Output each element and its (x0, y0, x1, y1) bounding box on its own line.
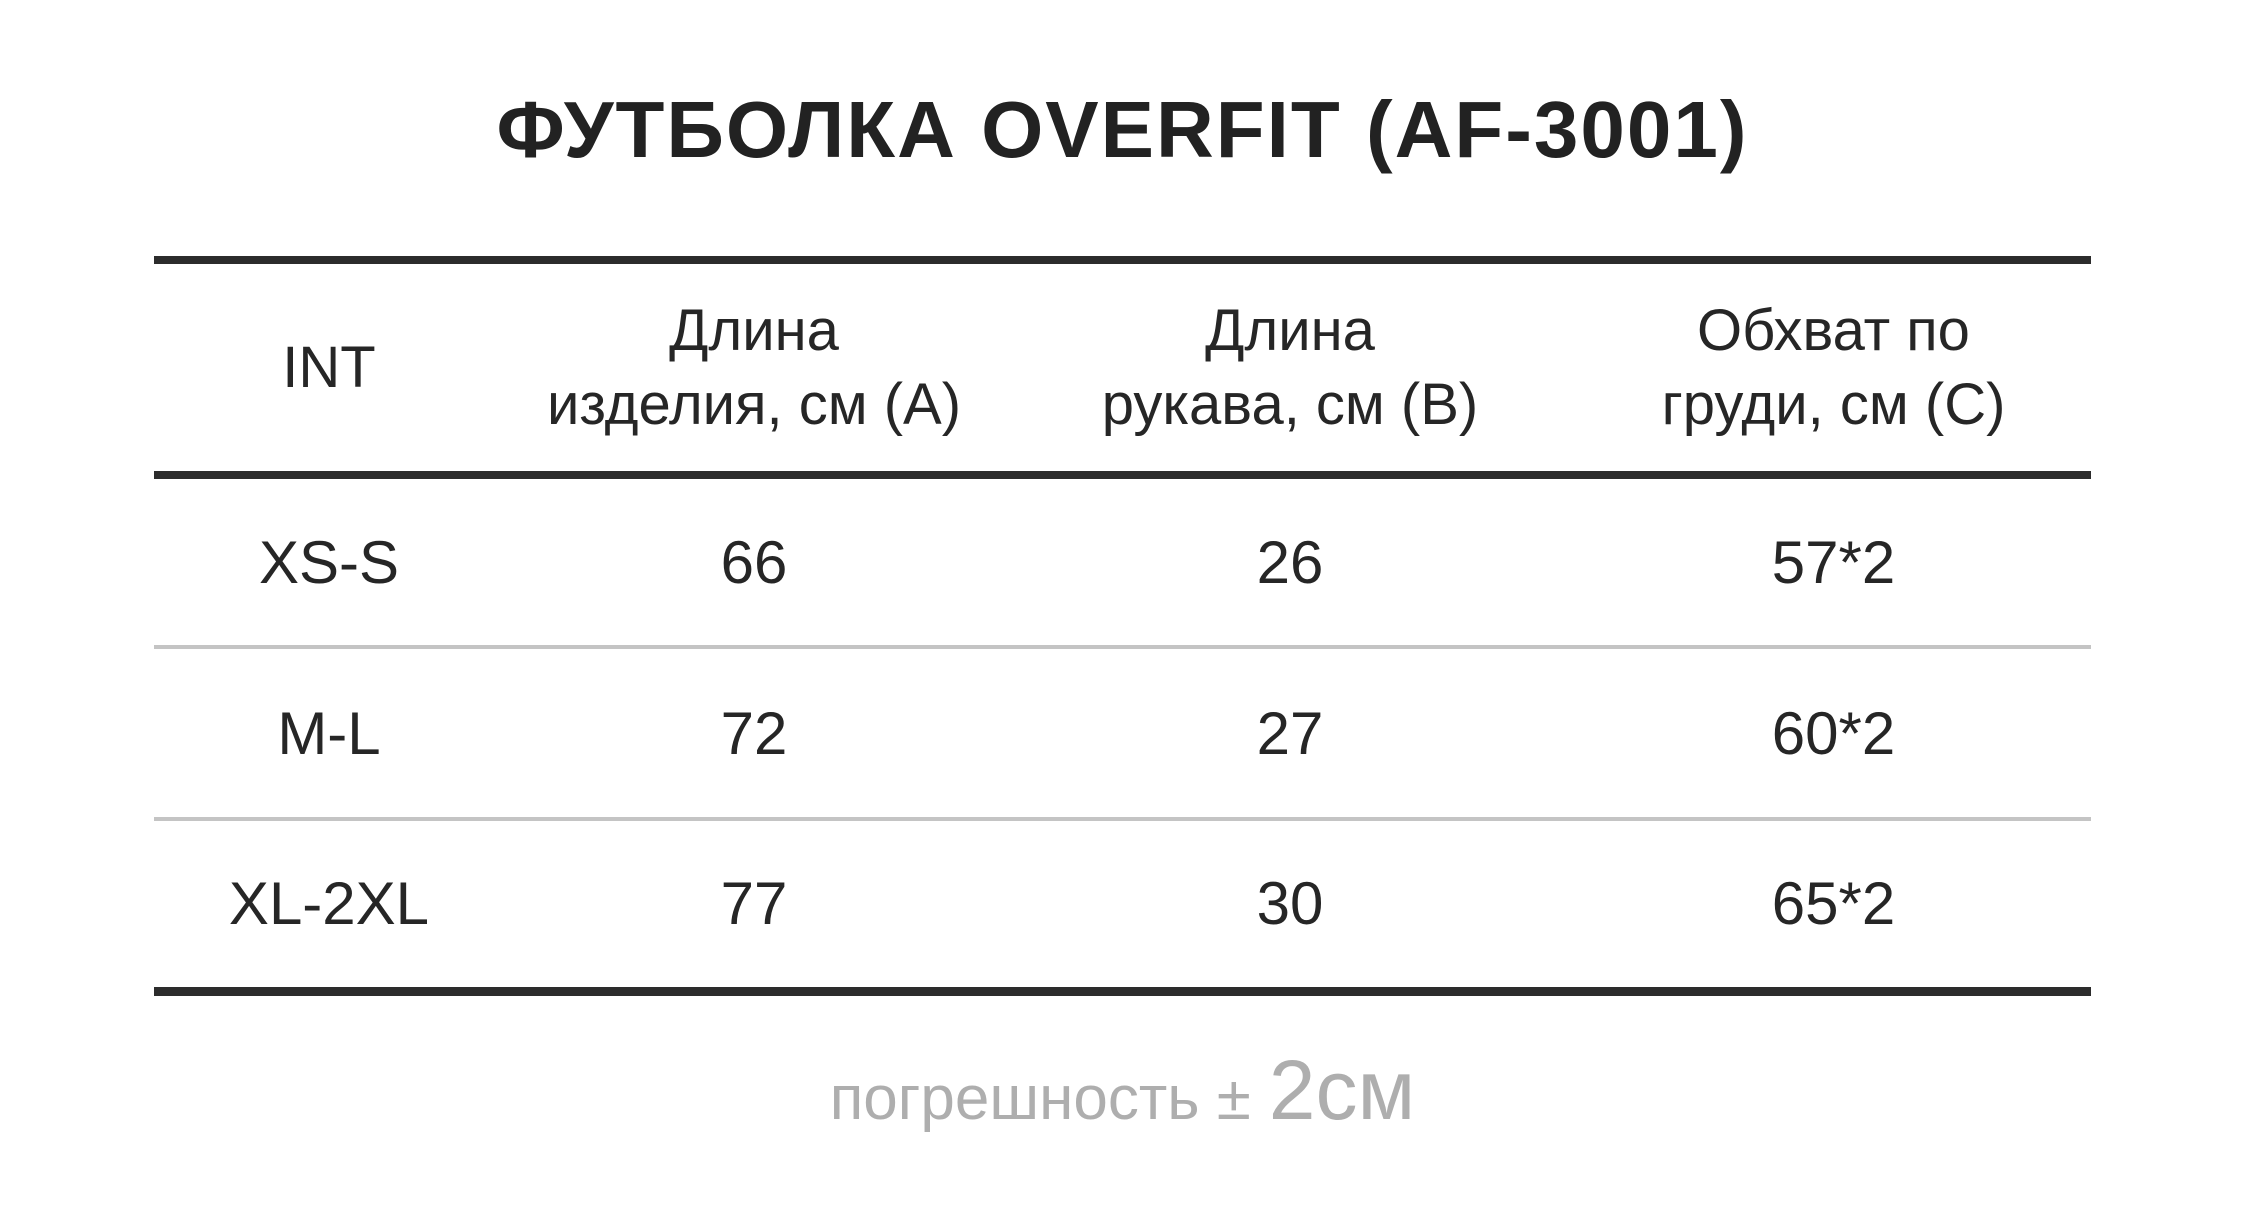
tolerance-value: 2см (1268, 1042, 1416, 1137)
product-length-cell: 77 (720, 870, 788, 938)
size-cell: M-L (277, 699, 381, 767)
column-header-int: INT (154, 260, 504, 475)
column-header-line: груди, см (C) (1661, 371, 2006, 437)
column-header-line: INT (282, 334, 376, 400)
product-length-cell: 72 (720, 699, 788, 767)
column-header-line: Длина (669, 297, 839, 363)
table-header-row: INT Длина изделия, см (A) Длина рукава, … (154, 260, 2091, 475)
chest-cell: 65*2 (1771, 870, 1896, 938)
table-row: XS-S 66 26 57*2 (154, 475, 2091, 647)
column-header-product-length: Длина изделия, см (A) (504, 260, 1004, 475)
size-cell: XL-2XL (228, 870, 430, 938)
product-length-cell: 66 (720, 528, 788, 596)
chest-cell: 57*2 (1771, 528, 1896, 596)
column-header-sleeve-length: Длина рукава, см (B) (1004, 260, 1576, 475)
tolerance-note: погрешность ±2см (0, 1042, 2245, 1139)
sleeve-length-cell: 27 (1256, 699, 1324, 767)
sleeve-length-cell: 30 (1256, 870, 1324, 938)
column-header-line: изделия, см (A) (546, 371, 962, 437)
table-row: M-L 72 27 60*2 (154, 647, 2091, 819)
size-cell: XS-S (258, 528, 400, 596)
chest-cell: 60*2 (1771, 699, 1896, 767)
sleeve-length-cell: 26 (1256, 528, 1324, 596)
page-title: ФУТБОЛКА OVERFIT (AF-3001) (496, 85, 1749, 174)
column-header-line: Длина (1205, 297, 1375, 363)
column-header-line: Обхват по (1697, 297, 1970, 363)
column-header-line: рукава, см (B) (1101, 371, 1479, 437)
size-table: INT Длина изделия, см (A) Длина рукава, … (154, 256, 2091, 996)
column-header-chest: Обхват по груди, см (C) (1576, 260, 2091, 475)
table-row: XL-2XL 77 30 65*2 (154, 819, 2091, 991)
tolerance-label: погрешность ± (829, 1063, 1251, 1133)
